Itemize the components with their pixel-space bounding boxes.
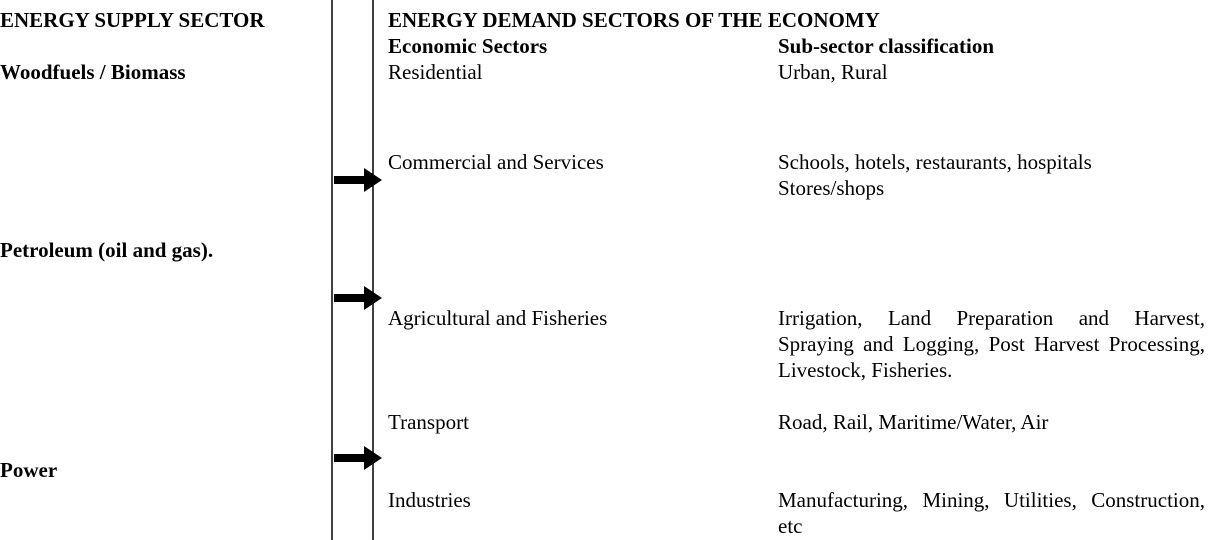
subsector: Road, Rail, Maritime/Water, Air [778, 410, 1049, 434]
subsector: Irrigation, Land Preparation and Harvest… [778, 306, 1205, 382]
sector: Residential [388, 60, 483, 84]
supply-source: Woodfuels / Biomass [0, 60, 186, 84]
arrow [334, 446, 382, 470]
supply-source: Petroleum (oil and gas). [0, 238, 214, 262]
sector: Industries [388, 488, 471, 512]
subsector: Schools, hotels, restaurants, hospitals [778, 150, 1092, 174]
subsector: Stores/shops [778, 176, 885, 200]
sector: Agricultural and Fisheries [388, 306, 608, 330]
column-header: Sub-sector classification [778, 34, 995, 58]
supply-title: ENERGY SUPPLY SECTOR [0, 8, 265, 32]
sector: Commercial and Services [388, 150, 604, 174]
subsector: Manufacturing, Mining, Utilities, Constr… [778, 488, 1205, 538]
demand-title: ENERGY DEMAND SECTORS OF THE ECONOMY [388, 8, 880, 32]
subsector: Urban, Rural [778, 60, 888, 84]
arrow [334, 168, 382, 192]
sector: Transport [388, 410, 469, 434]
arrow [334, 286, 382, 310]
column-header: Economic Sectors [388, 34, 548, 58]
supply-source: Power [0, 458, 58, 482]
